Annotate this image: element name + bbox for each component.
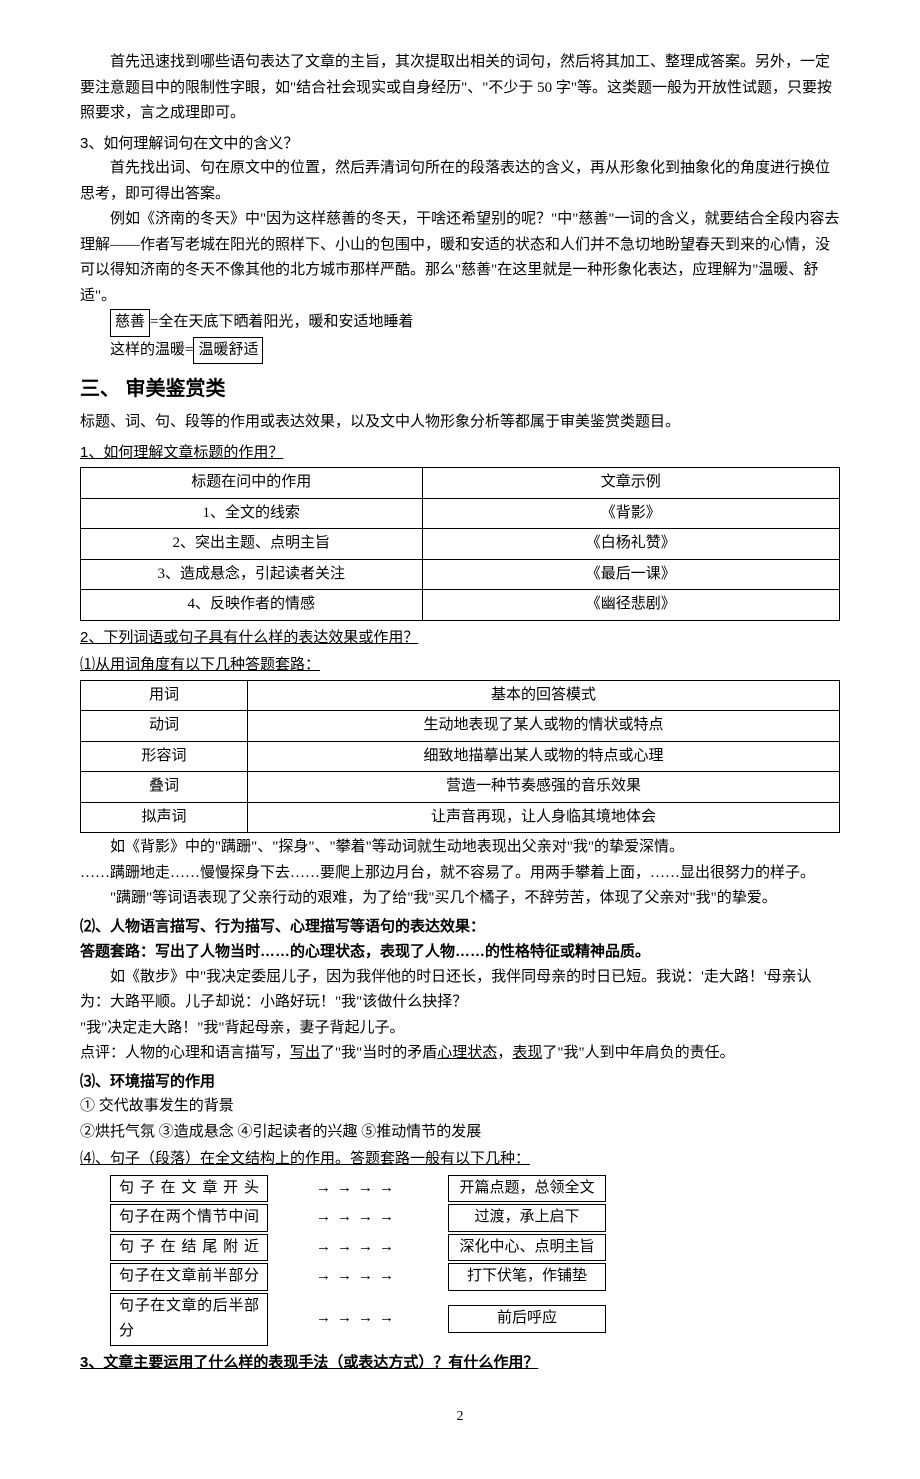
cell: 叠词 [81, 772, 248, 803]
cell: 《最后一课》 [422, 559, 839, 590]
section-sub: 标题、词、句、段等的作用或表达效果，以及文中人物形象分析等都属于审美鉴赏类题目。 [80, 410, 840, 436]
paragraph: "蹒跚"等词语表现了父亲行动的艰难，为了给"我"买几个橘子，不辞劳苦，体现了父亲… [80, 886, 840, 912]
cell: 1、全文的线索 [81, 498, 423, 529]
cell: 细致地描摹出某人或物的特点或心理 [247, 741, 839, 772]
arrow-icon: →→→→ [268, 1264, 448, 1290]
flow-left: 句子在结尾附近 [110, 1234, 268, 1262]
table-row: 2、突出主题、点明主旨《白杨礼赞》 [81, 529, 840, 560]
s2-sub1: ⑴从用词角度有以下几种答题套路： [80, 652, 840, 678]
flow-row: 句子在文章前半部分 →→→→ 打下伏笔，作铺垫 [110, 1263, 840, 1291]
table-row: 叠词营造一种节奏感强的音乐效果 [81, 772, 840, 803]
example-line: 慈善=全在天底下晒着阳光，暖和安适地睡着 [110, 309, 840, 337]
flow-left: 句子在两个情节中间 [110, 1204, 268, 1232]
text: 点评：人物的心理和语言描写， [80, 1045, 290, 1061]
s2-sub2b: 答题套路：写出了人物当时……的心理状态，表现了人物……的性格特征或精神品质。 [80, 939, 840, 965]
paragraph: 例如《济南的冬天》中"因为这样慈善的冬天，干啥还希望别的呢？"中"慈善"一词的含… [80, 207, 840, 309]
s1-title: 1、如何理解文章标题的作用？ [80, 440, 840, 466]
text: ， [497, 1045, 512, 1061]
paragraph: "我"决定走大路！"我"背起母亲，妻子背起儿子。 [80, 1016, 840, 1042]
table-row: 3、造成悬念，引起读者关注《最后一课》 [81, 559, 840, 590]
flow-left: 句子在文章前半部分 [110, 1263, 268, 1291]
flow-row: 句子在文章的后半部分 →→→→ 前后呼应 [110, 1293, 840, 1346]
paragraph: 如《散步》中"我决定委屈儿子，因为我伴他的时日还长，我伴同母亲的时日已短。我说：… [80, 965, 840, 1016]
table-header: 用词 [81, 680, 248, 711]
s2-sub2: ⑵、人物语言描写、行为描写、心理描写等语句的表达效果： [80, 914, 840, 940]
cell: 拟声词 [81, 802, 248, 833]
s2-sub4: ⑷、句子（段落）在全文结构上的作用。答题套路一般有以下几种： [80, 1147, 840, 1173]
table-header-row: 标题在问中的作用 文章示例 [81, 468, 840, 499]
cell: 生动地表现了某人或物的情状或特点 [247, 711, 839, 742]
flow-right: 前后呼应 [448, 1305, 606, 1333]
table-row: 动词生动地表现了某人或物的情状或特点 [81, 711, 840, 742]
cell: 《幽径悲剧》 [422, 590, 839, 621]
section-heading: 三、 审美鉴赏类 [80, 372, 840, 406]
paragraph: 如《背影》中的"蹒跚"、"探身"、"攀着"等动词就生动地表现出父亲对"我"的挚爱… [80, 835, 840, 861]
example-line: 这样的温暖=温暖舒适 [110, 337, 840, 365]
flow-row: 句子在结尾附近 →→→→ 深化中心、点明主旨 [110, 1234, 840, 1262]
flow-left: 句子在文章的后半部分 [110, 1293, 268, 1346]
cell: 形容词 [81, 741, 248, 772]
table-header: 基本的回答模式 [247, 680, 839, 711]
arrow-icon: →→→→ [268, 1235, 448, 1261]
flow-row: 句子在文章开头 →→→→ 开篇点题，总领全文 [110, 1175, 840, 1203]
table-title-function: 标题在问中的作用 文章示例 1、全文的线索《背影》 2、突出主题、点明主旨《白杨… [80, 467, 840, 621]
s2-sub3: ⑶、环境描写的作用 [80, 1069, 840, 1095]
text: =全在天底下晒着阳光，暖和安适地睡着 [150, 314, 413, 330]
env-line: ②烘托气氛 ③造成悬念 ④引起读者的兴趣 ⑤推动情节的发展 [80, 1120, 840, 1146]
flow-row: 句子在两个情节中间 →→→→ 过渡，承上启下 [110, 1204, 840, 1232]
flow-right: 开篇点题，总领全文 [448, 1175, 606, 1203]
arrow-icon: →→→→ [268, 1176, 448, 1202]
s2-title: 2、下列词语或句子具有什么样的表达效果或作用？ [80, 625, 840, 651]
text: 表现 [512, 1045, 542, 1061]
arrow-icon: →→→→ [268, 1205, 448, 1231]
text: 这样的温暖= [110, 342, 193, 358]
cell: 《白杨礼赞》 [422, 529, 839, 560]
text: 了"我"人到中年肩负的责任。 [542, 1045, 734, 1061]
paragraph: 首先找出词、句在原文中的位置，然后弄清词句所在的段落表达的含义，再从形象化到抽象… [80, 156, 840, 207]
table-header: 标题在问中的作用 [81, 468, 423, 499]
table-row: 拟声词让声音再现，让人身临其境地体会 [81, 802, 840, 833]
flow-right: 深化中心、点明主旨 [448, 1234, 606, 1262]
paragraph: 点评：人物的心理和语言描写，写出了"我"当时的矛盾心理状态，表现了"我"人到中年… [80, 1041, 840, 1067]
boxed-word: 温暖舒适 [193, 337, 263, 365]
table-header: 文章示例 [422, 468, 839, 499]
flow-left: 句子在文章开头 [110, 1175, 268, 1203]
env-line: ① 交代故事发生的背景 [80, 1094, 840, 1120]
cell: 让声音再现，让人身临其境地体会 [247, 802, 839, 833]
table-row: 1、全文的线索《背影》 [81, 498, 840, 529]
cell: 《背影》 [422, 498, 839, 529]
cell: 营造一种节奏感强的音乐效果 [247, 772, 839, 803]
s3-title: 3、文章主要运用了什么样的表现手法（或表达方式）？有什么作用？ [80, 1350, 840, 1376]
text: 了"我"当时的矛盾 [320, 1045, 437, 1061]
table-row: 形容词细致地描摹出某人或物的特点或心理 [81, 741, 840, 772]
arrow-icon: →→→→ [268, 1306, 448, 1332]
cell: 2、突出主题、点明主旨 [81, 529, 423, 560]
flow-right: 过渡，承上启下 [448, 1204, 606, 1232]
table-row: 4、反映作者的情感《幽径悲剧》 [81, 590, 840, 621]
paragraph: ……蹒跚地走……慢慢探身下去……要爬上那边月台，就不容易了。用两手攀着上面，……… [80, 861, 840, 887]
text: 心理状态 [437, 1045, 497, 1061]
page-number: 2 [80, 1405, 840, 1429]
cell: 动词 [81, 711, 248, 742]
q3-title: 3、如何理解词句在文中的含义？ [80, 131, 840, 157]
cell: 3、造成悬念，引起读者关注 [81, 559, 423, 590]
table-header-row: 用词 基本的回答模式 [81, 680, 840, 711]
flow-right: 打下伏笔，作铺垫 [448, 1263, 606, 1291]
text: 写出 [290, 1045, 320, 1061]
table-word-usage: 用词 基本的回答模式 动词生动地表现了某人或物的情状或特点 形容词细致地描摹出某… [80, 680, 840, 834]
paragraph: 首先迅速找到哪些语句表达了文章的主旨，其次提取出相关的词句，然后将其加工、整理成… [80, 50, 840, 127]
boxed-word: 慈善 [110, 309, 150, 337]
cell: 4、反映作者的情感 [81, 590, 423, 621]
